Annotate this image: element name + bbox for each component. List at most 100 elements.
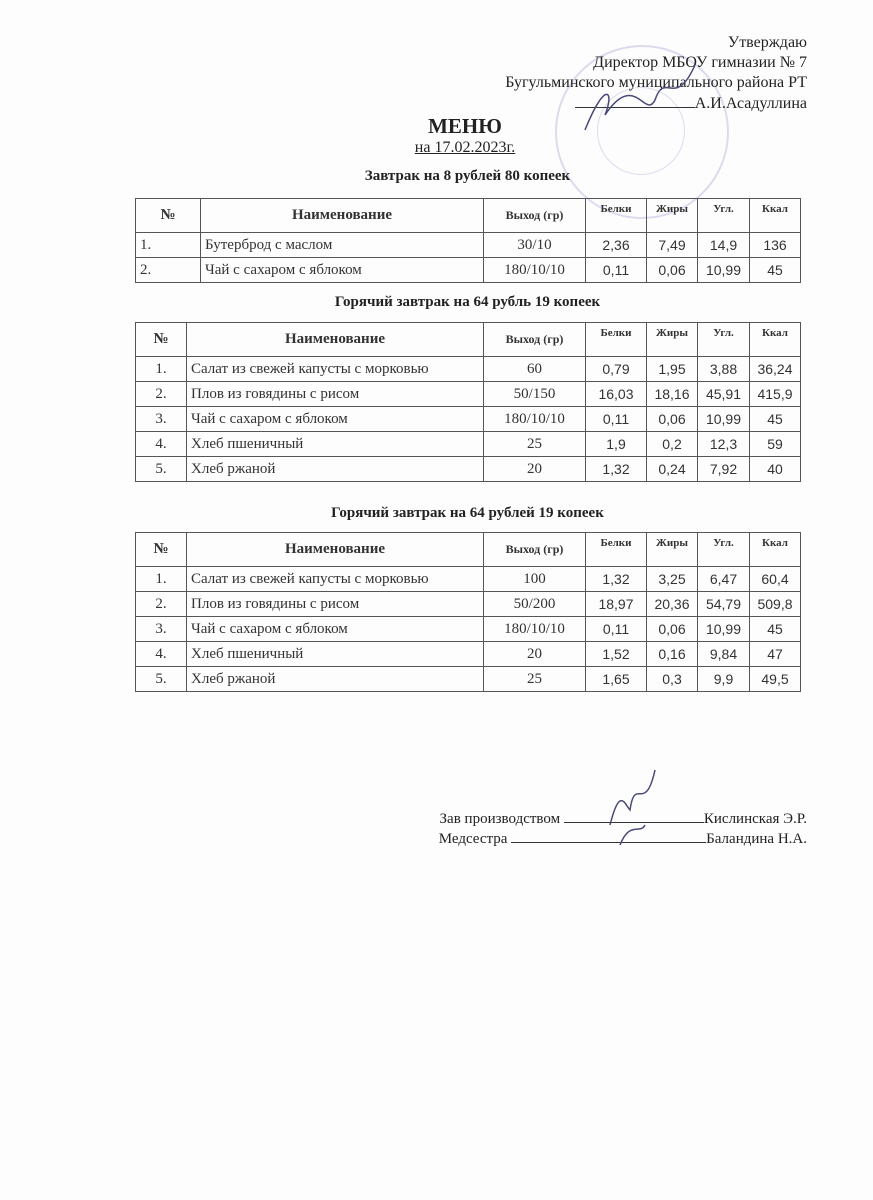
cell-fat: 0,3 [646,666,698,692]
cell-yield: 20 [483,641,586,667]
cell-protein: 1,32 [585,566,647,592]
table-header-row: № Наименование Выход (гр) Белки Жиры Угл. Ккал [135,322,801,357]
column-header-carbs: Угл. [697,198,750,233]
signature-nurse: Медсестра Баландина Н.А. [438,831,807,847]
table-header-row: № Наименование Выход (гр) Белки Жиры Угл. Ккал [135,532,801,567]
cell-carbs: 54,79 [697,591,750,617]
cell-name: Хлеб ржаной [186,666,484,692]
section-title-2: Горячий завтрак на 64 рубль 19 копеек [334,294,601,310]
cell-protein: 0,11 [585,257,647,283]
cell-kcal: 415,9 [749,381,801,407]
cell-protein: 1,52 [585,641,647,667]
table-row: 2. Чай с сахаром с яблоком 180/10/10 0,11 0,… [135,257,801,283]
cell-yield: 100 [483,566,586,592]
cell-number: 3. [135,616,187,642]
cell-carbs: 9,84 [697,641,750,667]
cell-carbs: 10,99 [697,616,750,642]
column-header-yield: Выход (гр) [483,198,586,233]
cell-number: 5. [135,666,187,692]
cell-kcal: 45 [749,257,801,283]
column-header-carbs: Угл. [697,532,750,567]
cell-yield: 180/10/10 [483,406,586,432]
cell-name: Хлеб пшеничный [186,431,484,457]
column-header-kcal: Ккал [749,322,801,357]
director-name: А.И.Асадуллина [694,95,807,112]
approval-line-2: Директор МБОУ гимназии № 7 [593,54,807,71]
cell-fat: 18,16 [646,381,698,407]
column-header-yield: Выход (гр) [483,322,586,357]
approval-line-3: Бугульминского муниципального района РТ [505,74,807,91]
cell-fat: 20,36 [646,591,698,617]
cell-name: Салат из свежей капусты с морковью [186,356,484,382]
page-title: МЕНЮ [428,114,502,138]
cell-fat: 1,95 [646,356,698,382]
table-header-row: № Наименование Выход (гр) Белки Жиры Угл. Ккал [135,198,801,233]
table-row: 4. Хлеб пшеничный 25 1,9 0,2 12,3 59 [135,431,801,457]
cell-number: 1. [135,232,201,258]
cell-yield: 180/10/10 [483,257,586,283]
cell-number: 1. [135,356,187,382]
cell-yield: 60 [483,356,586,382]
cell-protein: 18,97 [585,591,647,617]
cell-name: Салат из свежей капусты с морковью [186,566,484,592]
cell-carbs: 14,9 [697,232,750,258]
cell-kcal: 60,4 [749,566,801,592]
approval-block: Утверждаю Директор МБОУ гимназии № 7 Буг… [505,33,807,114]
column-header-number: № [135,198,201,233]
cell-name: Плов из говядины с рисом [186,381,484,407]
signature-line [563,810,704,823]
cell-fat: 0,2 [646,431,698,457]
cell-fat: 3,25 [646,566,698,592]
cell-number: 2. [135,257,201,283]
cell-yield: 25 [483,666,586,692]
cell-carbs: 3,88 [697,356,750,382]
cell-yield: 180/10/10 [483,616,586,642]
director-signature-icon [584,64,696,131]
table-row: 3. Чай с сахаром с яблоком 180/10/10 0,11 0,… [135,616,801,642]
column-header-name: Наименование [200,198,484,233]
cell-fat: 0,06 [646,257,698,283]
table-row: 2. Плов из говядины с рисом 50/200 18,97 20,… [135,591,801,617]
table-row: 3. Чай с сахаром с яблоком 180/10/10 0,11 0,… [135,406,801,432]
cell-carbs: 12,3 [697,431,750,457]
cell-kcal: 36,24 [749,356,801,382]
cell-yield: 50/150 [483,381,586,407]
cell-kcal: 59 [749,431,801,457]
cell-number: 4. [135,431,187,457]
cell-fat: 7,49 [646,232,698,258]
cell-protein: 16,03 [585,381,647,407]
cell-carbs: 10,99 [697,406,750,432]
cell-carbs: 7,92 [697,456,750,482]
table-row: 1. Салат из свежей капусты с морковью 100 1… [135,566,801,592]
cell-fat: 0,16 [646,641,698,667]
cell-carbs: 45,91 [697,381,750,407]
cell-fat: 0,24 [646,456,698,482]
column-header-kcal: Ккал [749,532,801,567]
cell-number: 2. [135,381,187,407]
cell-yield: 50/200 [483,591,586,617]
column-header-fat: Жиры [646,322,698,357]
approval-line-1: Утверждаю [727,34,807,51]
column-header-fat: Жиры [646,198,698,233]
cell-kcal: 509,8 [749,591,801,617]
section-title-3: Горячий завтрак на 64 рублей 19 копеек [331,505,604,521]
column-header-name: Наименование [186,532,484,567]
cell-name: Чай с сахаром с яблоком [200,257,484,283]
cell-yield: 30/10 [483,232,586,258]
cell-protein: 1,32 [585,456,647,482]
cell-number: 2. [135,591,187,617]
signature-production: Зав производством Кислинская Э.Р. [439,810,807,827]
cell-kcal: 45 [749,616,801,642]
cell-protein: 2,36 [585,232,647,258]
cell-name: Плов из говядины с рисом [186,591,484,617]
cell-kcal: 136 [749,232,801,258]
cell-kcal: 45 [749,406,801,432]
column-header-number: № [135,532,187,567]
cell-fat: 0,06 [646,616,698,642]
table-row: 1. Бутерброд с маслом 30/10 2,36 7,49 14,9 136 [135,232,801,258]
menu-table-hot-breakfast-2: № Наименование Выход (гр) Белки Жиры Угл. Ккал… [135,532,801,692]
column-header-kcal: Ккал [749,198,801,233]
cell-kcal: 47 [749,641,801,667]
cell-fat: 0,06 [646,406,698,432]
cell-protein: 0,11 [585,616,647,642]
